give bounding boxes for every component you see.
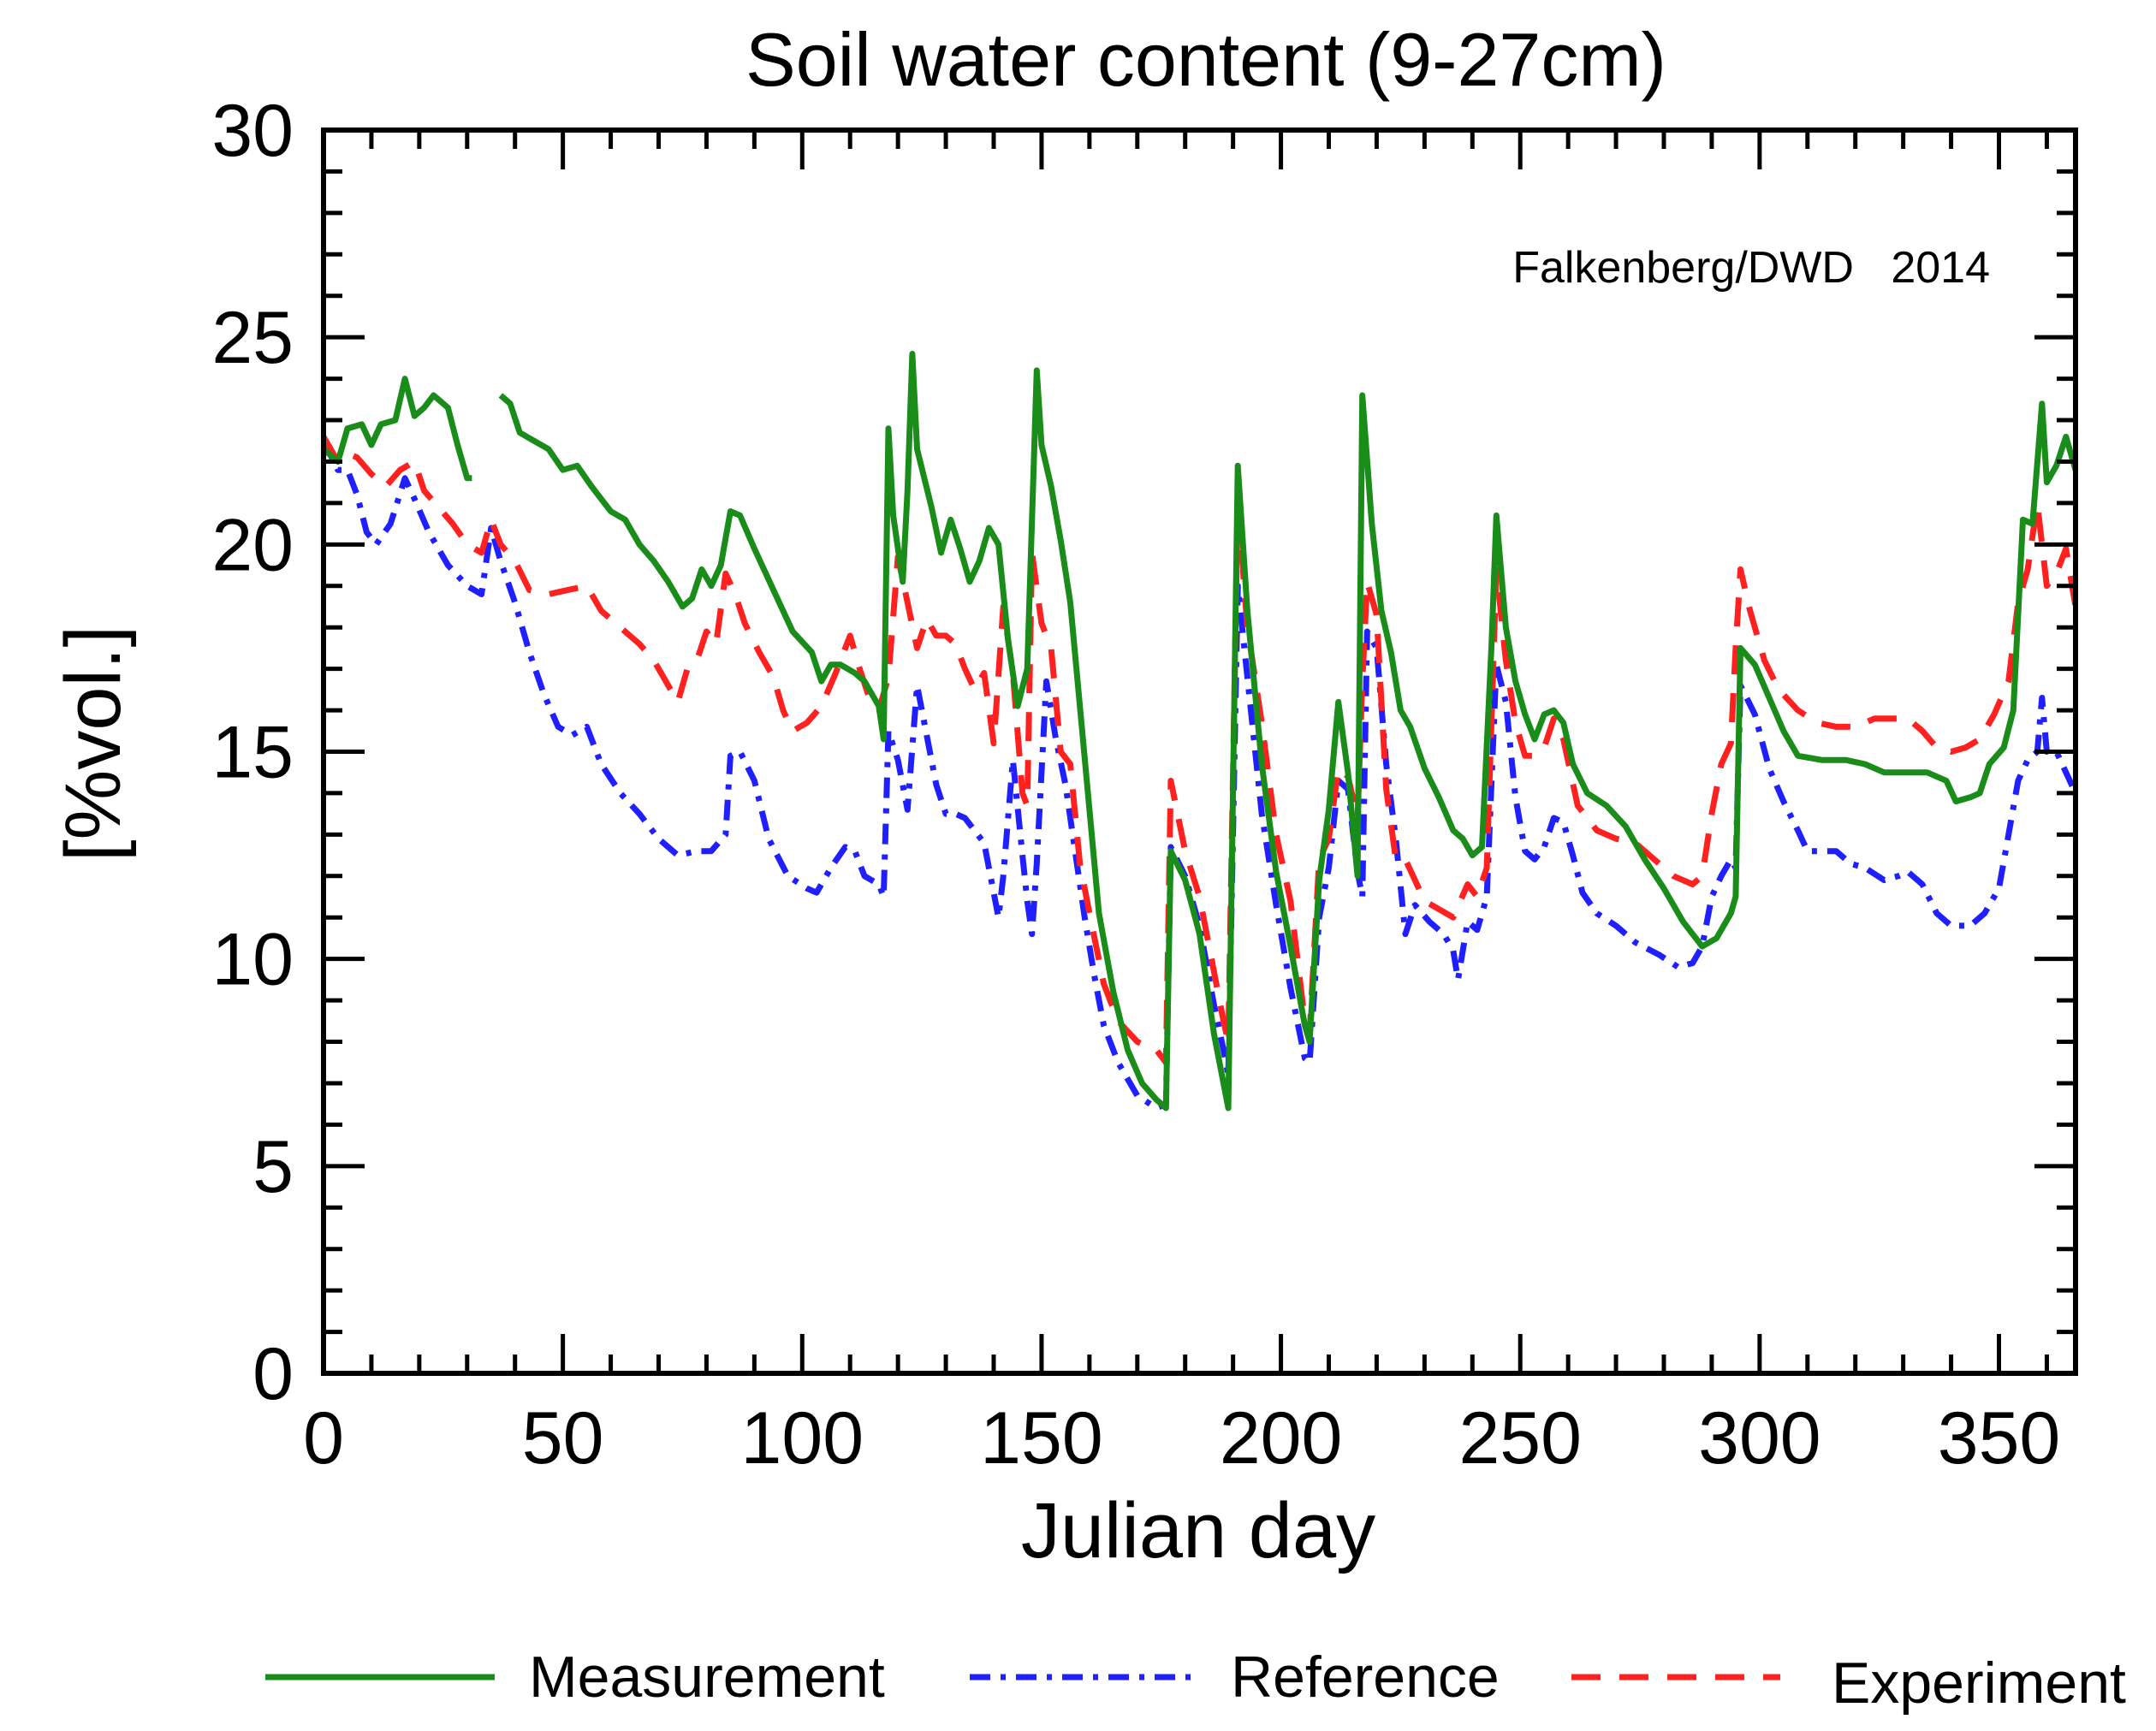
- legend: Measurement Reference Experiment: [265, 1645, 2126, 1716]
- x-tick-label-150: 150: [980, 1397, 1103, 1479]
- x-tick-label-50: 50: [522, 1397, 604, 1479]
- x-tick-label-0: 0: [303, 1397, 344, 1479]
- series-layer: [320, 351, 2079, 1112]
- chart-title: Soil water content (9-27cm): [745, 17, 1666, 102]
- annotation-text: Falkenberg/DWD 2014: [1512, 243, 1990, 293]
- y-tick-label-20: 20: [211, 504, 294, 586]
- x-tick-label-350: 350: [1938, 1397, 2061, 1479]
- legend-label-measurement: Measurement: [529, 1645, 885, 1710]
- series-line-reference-0: [320, 439, 2079, 1112]
- plot-frame: [321, 127, 2078, 1376]
- y-tick-label-5: 5: [252, 1126, 294, 1208]
- legend-label-experiment: Experiment: [1832, 1651, 2126, 1716]
- x-tick-label-250: 250: [1458, 1397, 1582, 1479]
- x-tick-label-100: 100: [741, 1397, 864, 1479]
- x-axis-label: Julian day: [1021, 1487, 1375, 1574]
- series-line-measurement-1: [498, 351, 2079, 1112]
- y-axis-label: [%vol.]: [50, 625, 137, 862]
- y-tick-label-30: 30: [211, 90, 294, 172]
- y-tick-label-15: 15: [211, 712, 294, 794]
- y-tick-label-0: 0: [252, 1333, 294, 1415]
- series-line-experiment-0: [320, 435, 2079, 1066]
- series-line-measurement-0: [321, 376, 472, 482]
- legend-label-reference: Reference: [1231, 1645, 1500, 1710]
- axes-layer: 0 50 100 150 200 250 300 350 0 5 10 15 20 25 30: [211, 90, 2078, 1479]
- x-tick-label-300: 300: [1698, 1397, 1821, 1479]
- y-tick-label-25: 25: [211, 297, 294, 379]
- y-tick-label-10: 10: [211, 919, 294, 1001]
- x-tick-label-200: 200: [1220, 1397, 1343, 1479]
